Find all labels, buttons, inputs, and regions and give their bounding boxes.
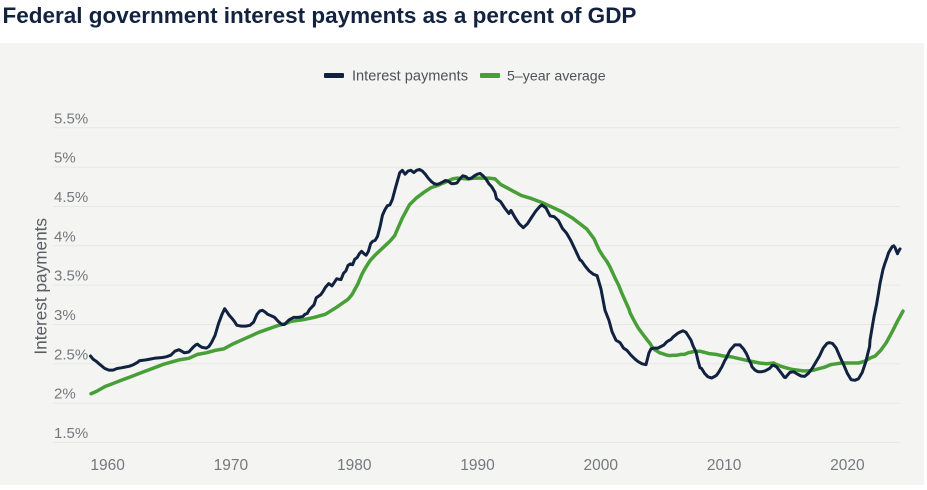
svg-text:3.5%: 3.5% [54, 268, 88, 285]
svg-text:2.5%: 2.5% [54, 346, 88, 363]
svg-text:1.5%: 1.5% [54, 425, 88, 442]
svg-text:5%: 5% [54, 150, 76, 167]
svg-text:5.5%: 5.5% [54, 110, 88, 127]
svg-text:Interest payments: Interest payments [352, 68, 468, 84]
svg-text:1960: 1960 [90, 457, 125, 474]
svg-text:5–year average: 5–year average [507, 68, 606, 84]
svg-text:1970: 1970 [214, 457, 249, 474]
svg-text:2%: 2% [54, 386, 76, 403]
svg-text:3%: 3% [54, 307, 76, 324]
svg-text:4%: 4% [54, 228, 76, 245]
svg-text:2010: 2010 [707, 457, 742, 474]
svg-text:1980: 1980 [337, 457, 372, 474]
svg-text:Interest payments: Interest payments [31, 218, 51, 355]
svg-text:1990: 1990 [460, 457, 495, 474]
svg-text:2020: 2020 [830, 457, 865, 474]
svg-text:2000: 2000 [584, 457, 619, 474]
svg-text:4.5%: 4.5% [54, 189, 88, 206]
